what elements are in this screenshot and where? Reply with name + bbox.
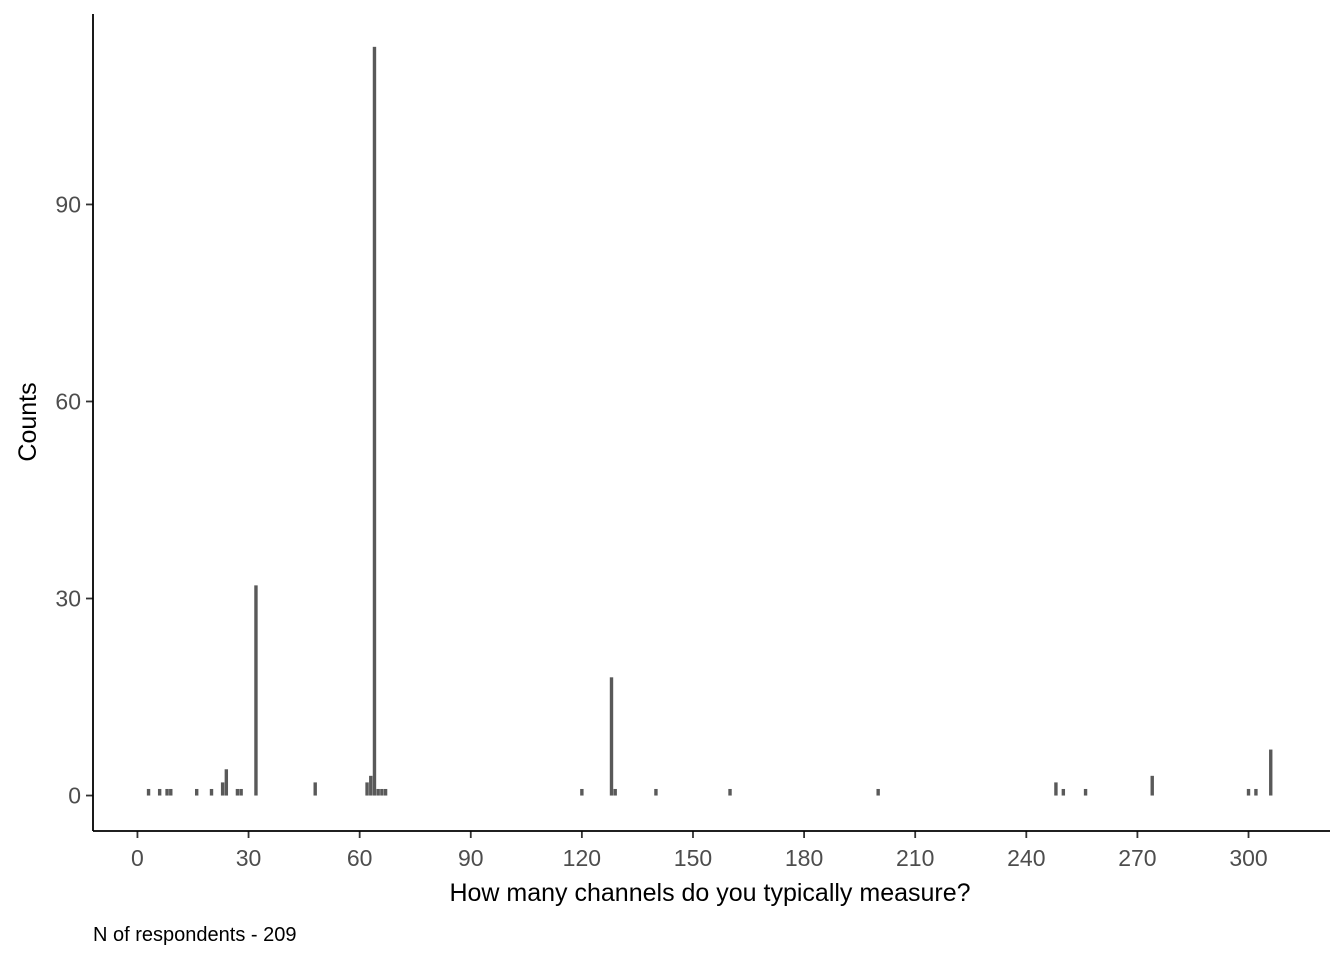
bar-66: [380, 788, 384, 796]
x-tick-label: 270: [1118, 845, 1156, 871]
x-tick-label: 210: [896, 845, 934, 871]
bar-128: [609, 677, 614, 796]
bar-120: [580, 788, 584, 796]
x-tick-label: 240: [1007, 845, 1045, 871]
bar-200: [876, 788, 880, 796]
x-axis-ticks: 0 30 60 90 120 150 180 210 240 270 300: [131, 831, 1268, 871]
bars-group: [146, 46, 1273, 796]
x-tick-label: 30: [236, 845, 262, 871]
y-tick-label: 60: [55, 388, 81, 414]
y-tick-label: 90: [55, 191, 81, 217]
x-tick-label: 150: [674, 845, 712, 871]
caption: N of respondents - 209: [93, 924, 296, 946]
bar-65: [376, 788, 380, 796]
bar-9: [169, 788, 173, 796]
bar-32: [254, 585, 258, 796]
bar-3: [146, 788, 151, 796]
bar-67: [383, 788, 388, 796]
x-tick-label: 0: [131, 845, 144, 871]
bar-28: [239, 788, 243, 796]
y-tick-label: 30: [55, 586, 81, 612]
bar-8: [165, 788, 169, 796]
bar-129: [613, 788, 617, 796]
bar-300: [1246, 788, 1251, 796]
bar-48: [313, 782, 317, 796]
bar-6: [157, 788, 162, 796]
bar-256: [1083, 788, 1088, 796]
x-tick-label: 90: [458, 845, 484, 871]
x-tick-label: 180: [785, 845, 823, 871]
x-axis-title: How many channels do you typically measu…: [449, 879, 970, 907]
bar-24: [224, 769, 229, 796]
y-axis-title: Counts: [14, 382, 42, 461]
bar-27: [235, 788, 240, 796]
x-tick-label: 120: [563, 845, 601, 871]
x-tick-label: 60: [347, 845, 373, 871]
bar-140: [654, 788, 658, 796]
y-tick-label: 0: [68, 783, 81, 809]
y-axis-ticks: 0 30 60 90: [55, 191, 93, 809]
bar-274: [1150, 775, 1154, 796]
bar-63: [369, 775, 373, 796]
bar-62: [365, 782, 369, 796]
bar-16: [195, 788, 199, 796]
bar-306: [1269, 749, 1273, 796]
bar-20: [209, 788, 214, 796]
bar-64: [372, 46, 377, 796]
bar-23: [220, 782, 225, 796]
bar-302: [1254, 788, 1258, 796]
bar-250: [1061, 788, 1066, 796]
bar-160: [728, 788, 732, 796]
bar-248: [1054, 782, 1058, 796]
x-tick-label: 300: [1229, 845, 1267, 871]
